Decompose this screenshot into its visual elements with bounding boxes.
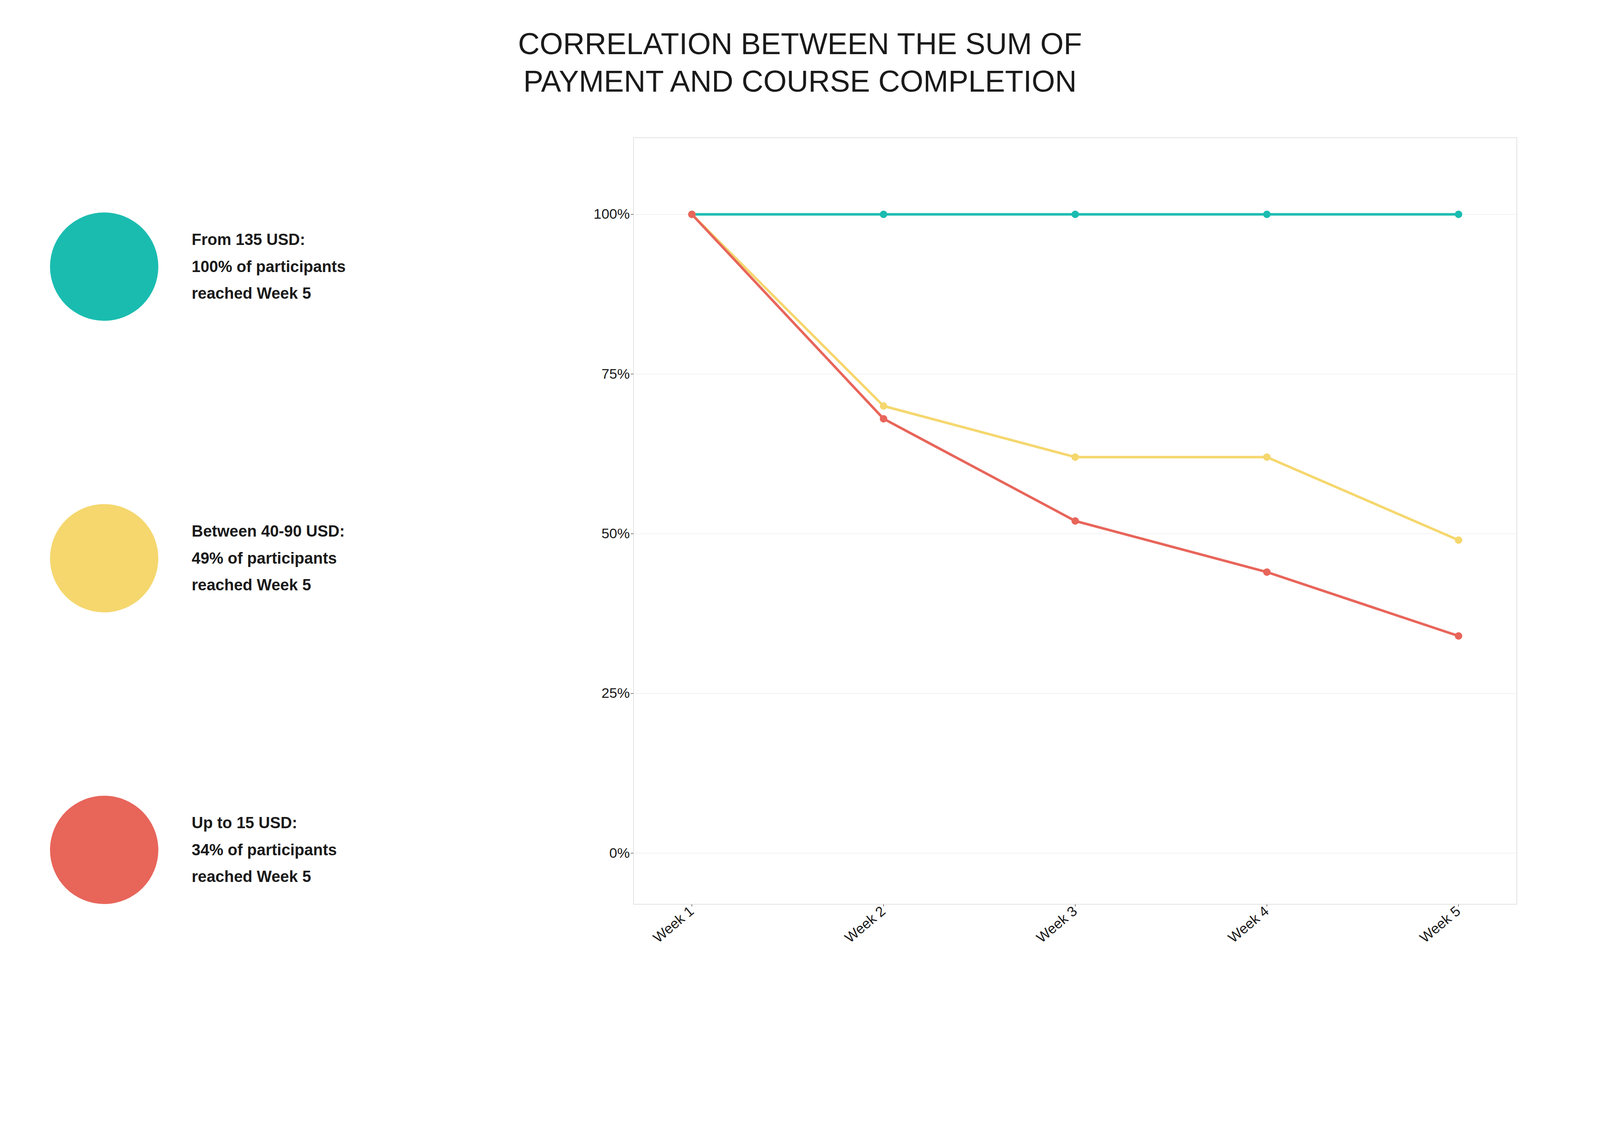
svg-text:Week 3: Week 3 (1033, 902, 1080, 946)
html-text:From 135 USD:: From 135 USD: (191, 230, 306, 249)
html-text:CORRELATION BETWEEN THE SUM OF: CORRELATION BETWEEN THE SUM OF (518, 27, 1082, 61)
svg-text:Week 4: Week 4 (1225, 902, 1272, 946)
svg-text:Week 1: Week 1 (650, 902, 697, 946)
html-text:34% of participants: 34% of participants (191, 841, 337, 859)
svg-text:100%: 100% (593, 205, 630, 222)
html-text:Between 40-90 USD:: Between 40-90 USD: (191, 522, 345, 541)
svg-text:25%: 25% (601, 685, 630, 701)
html-text:100% of participants: 100% of participants (191, 257, 346, 276)
html-text:PAYMENT AND COURSE COMPLETION: PAYMENT AND COURSE COMPLETION (523, 64, 1077, 98)
html-text:reached Week 5: reached Week 5 (191, 576, 312, 594)
svg-text:0%: 0% (609, 845, 630, 861)
html-text:Up to 15 USD:: Up to 15 USD: (191, 814, 298, 832)
html-text:reached Week 5: reached Week 5 (191, 868, 312, 886)
html-text:49% of participants: 49% of participants (191, 549, 337, 567)
svg-text:75%: 75% (601, 365, 630, 382)
svg-text:Week 2: Week 2 (841, 902, 889, 946)
svg-text:Week 5: Week 5 (1416, 902, 1464, 946)
html-text:reached Week 5: reached Week 5 (191, 284, 312, 303)
svg-text:50%: 50% (601, 525, 630, 542)
